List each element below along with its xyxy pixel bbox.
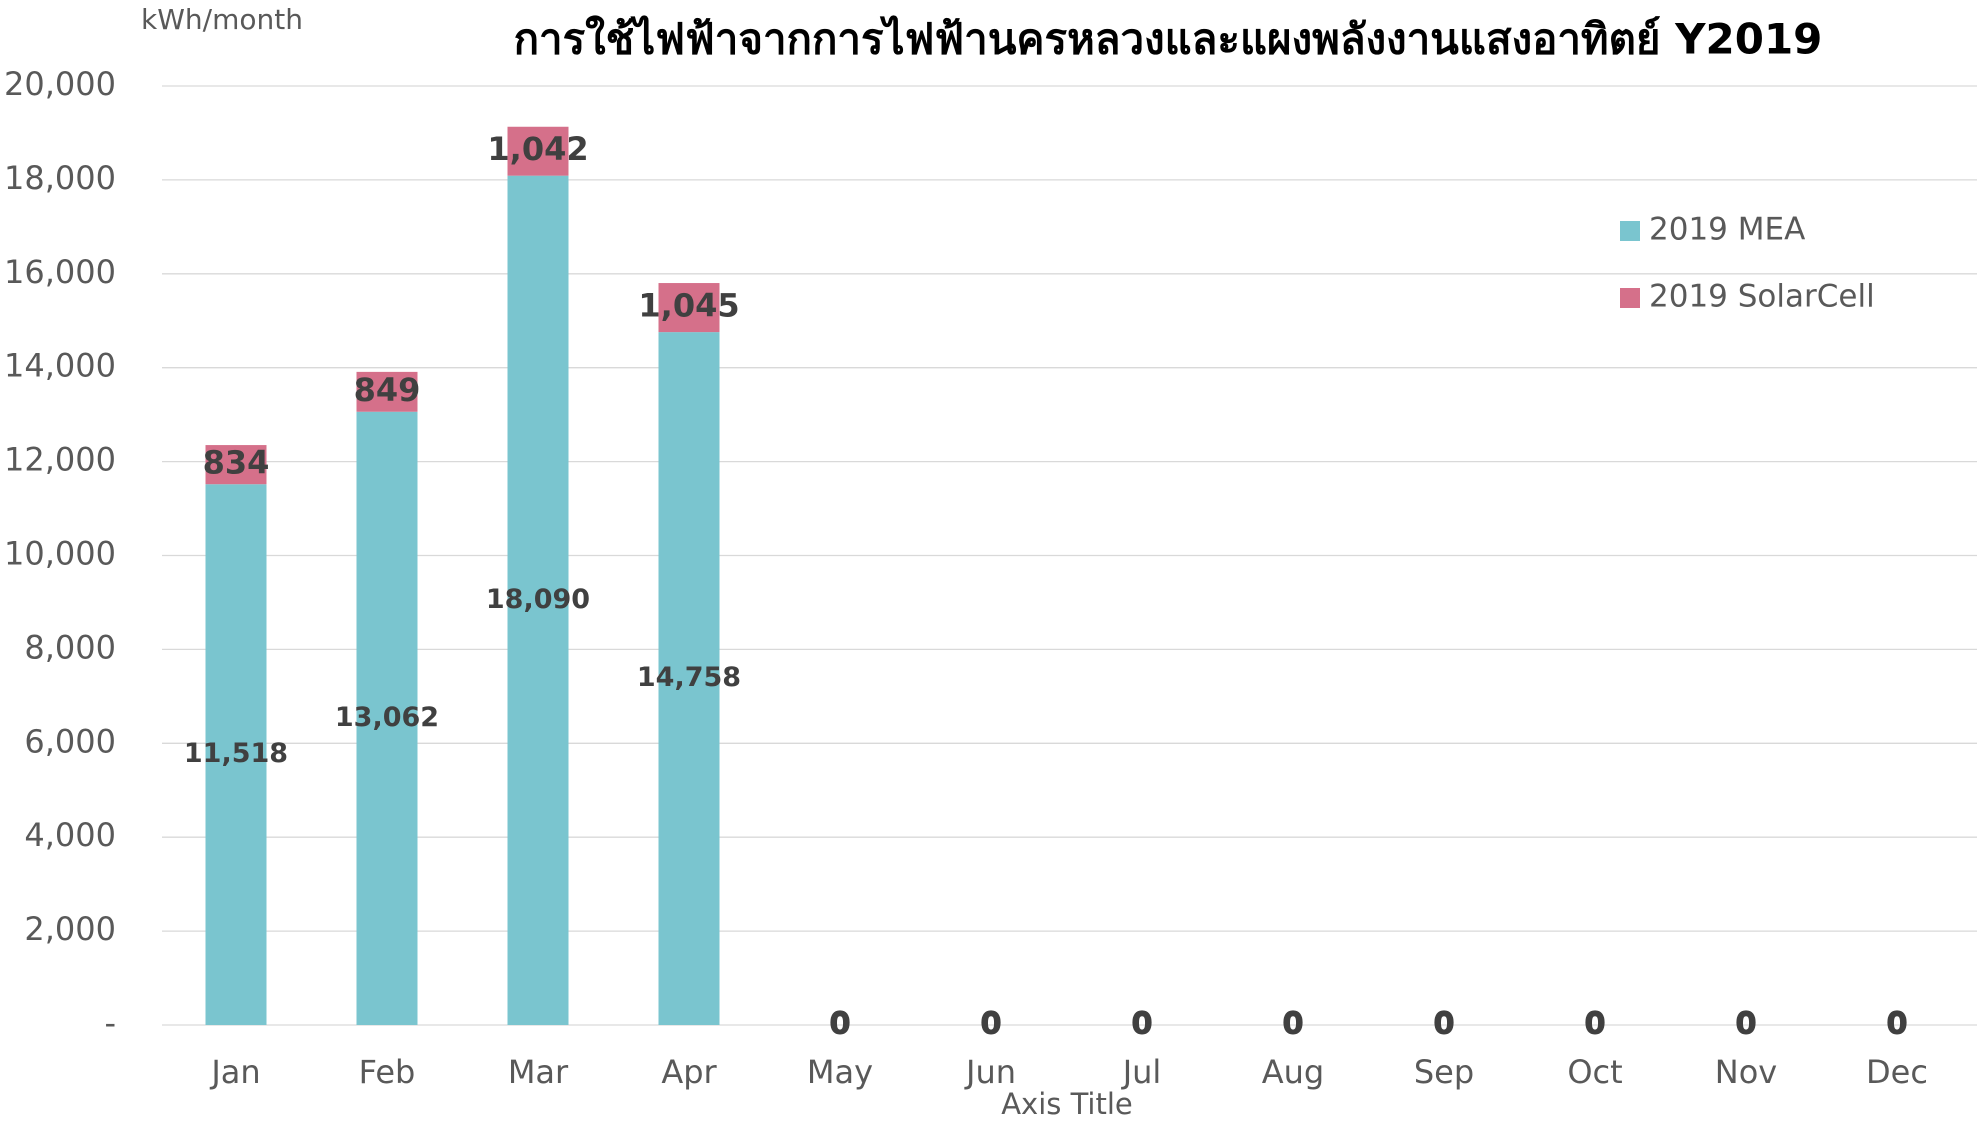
- x-tick-label: Sep: [1414, 1053, 1474, 1091]
- x-tick-label: Jul: [1121, 1053, 1162, 1091]
- data-label: 0: [1584, 1004, 1606, 1042]
- data-label: 1,042: [487, 130, 588, 168]
- data-label: 0: [1433, 1004, 1455, 1042]
- x-tick-label: Oct: [1567, 1053, 1622, 1091]
- y-tick-label: 16,000: [4, 253, 116, 291]
- x-tick-label: Feb: [359, 1053, 416, 1091]
- data-label: 0: [1133, 1009, 1152, 1040]
- y-tick-label: 14,000: [4, 347, 116, 385]
- x-tick-label: Jan: [209, 1053, 260, 1091]
- data-label: 11,518: [184, 738, 288, 769]
- data-label: 0: [980, 1004, 1002, 1042]
- data-label: 0: [829, 1004, 851, 1042]
- legend-swatch: [1620, 288, 1640, 308]
- x-tick-label: Aug: [1262, 1053, 1324, 1091]
- bar: [356, 411, 418, 1025]
- y-tick-label: 2,000: [24, 910, 116, 948]
- x-tick-label: Mar: [508, 1053, 569, 1091]
- data-label: 14,758: [637, 662, 741, 693]
- y-tick-label: 6,000: [24, 722, 116, 760]
- y-tick-label: 20,000: [4, 65, 116, 103]
- data-label: 0: [1735, 1004, 1757, 1042]
- data-label: 0: [1435, 1009, 1454, 1040]
- data-label: 0: [1131, 1004, 1153, 1042]
- data-label: 0: [1886, 1004, 1908, 1042]
- x-tick-label: May: [807, 1053, 873, 1091]
- data-label: 18,090: [486, 584, 590, 615]
- data-label: 0: [1282, 1004, 1304, 1042]
- y-tick-label: 4,000: [24, 816, 116, 854]
- legend-label: 2019 MEA: [1649, 212, 1805, 248]
- data-label: 0: [831, 1009, 850, 1040]
- data-label: 1,045: [638, 287, 739, 325]
- legend-swatch: [1620, 221, 1640, 241]
- data-label: 0: [1284, 1009, 1303, 1040]
- data-label: 13,062: [335, 702, 439, 733]
- x-axis-label: Axis Title: [1001, 1087, 1133, 1121]
- x-tick-label: Jun: [964, 1053, 1016, 1091]
- chart-title: การใช้ไฟฟ้าจากการไฟฟ้านครหลวงและแผงพลังง…: [514, 15, 1823, 64]
- x-tick-label: Apr: [661, 1053, 717, 1091]
- bar: [658, 332, 720, 1025]
- y-tick-label: 18,000: [4, 159, 116, 197]
- data-label: 0: [982, 1009, 1001, 1040]
- data-label: 0: [1737, 1009, 1756, 1040]
- bar: [205, 484, 267, 1026]
- legend-label: 2019 SolarCell: [1649, 279, 1875, 315]
- y-axis-label: kWh/month: [141, 3, 303, 36]
- y-tick-label: 10,000: [4, 535, 116, 573]
- data-label: 0: [1586, 1009, 1605, 1040]
- data-label: 834: [203, 444, 270, 482]
- bar: [507, 175, 569, 1025]
- data-label: 849: [354, 371, 421, 409]
- bar: [205, 445, 267, 485]
- data-label: 0: [1888, 1009, 1907, 1040]
- bar: [507, 126, 569, 176]
- y-tick-label: -: [104, 1004, 116, 1042]
- x-tick-label: Nov: [1715, 1053, 1777, 1091]
- y-tick-label: 12,000: [4, 441, 116, 479]
- y-tick-label: 8,000: [24, 628, 116, 666]
- bar: [658, 283, 720, 333]
- bar: [356, 371, 418, 412]
- x-tick-label: Dec: [1866, 1053, 1928, 1091]
